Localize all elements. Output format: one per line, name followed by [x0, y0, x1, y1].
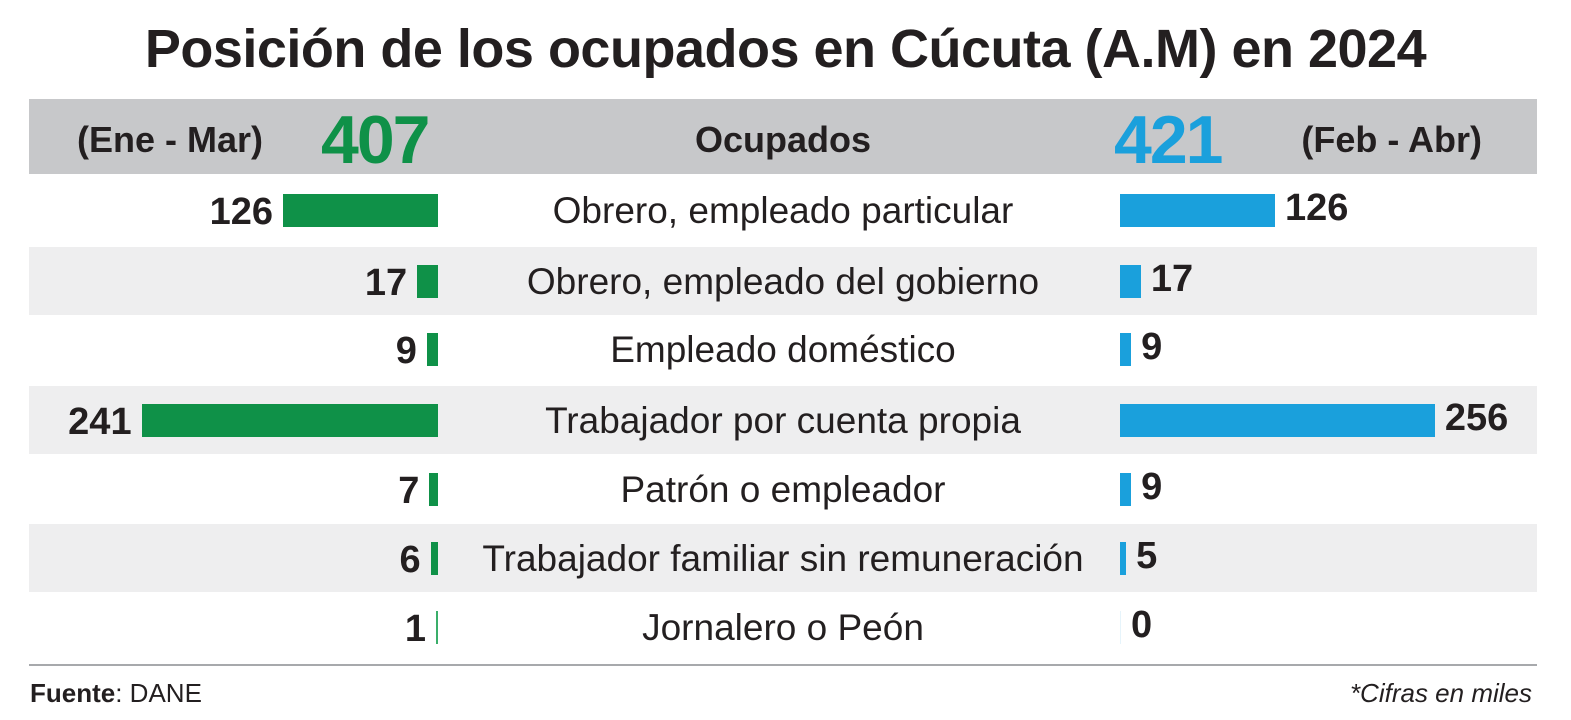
- source-value: : DANE: [115, 678, 202, 708]
- bar-left: [430, 541, 438, 575]
- units-note: *Cifras en miles: [1349, 678, 1532, 708]
- chart-row: Jornalero o Peón 1 0: [29, 593, 1537, 661]
- bar-right: [1120, 332, 1132, 366]
- bar-right: [1120, 610, 1121, 644]
- value-label-left: 126: [209, 190, 274, 233]
- value-label-right: 17: [1150, 257, 1194, 300]
- source-note: Fuente: DANE: [30, 678, 202, 709]
- header-band: (Ene - Mar) 407 Ocupados 421 (Feb - Abr): [29, 99, 1537, 178]
- category-label: Patrón o empleador: [620, 469, 946, 510]
- chart-row: Patrón o empleador 7 9: [29, 455, 1537, 523]
- left-period-label: (Ene - Mar): [77, 119, 264, 160]
- category-label: Jornalero o Peón: [642, 607, 924, 648]
- value-label-right: 9: [1141, 465, 1163, 508]
- chart-row: Empleado doméstico 9 9: [29, 315, 1537, 383]
- footer-divider: [29, 664, 1537, 666]
- category-label: Obrero, empleado particular: [552, 190, 1014, 231]
- bar-right: [1120, 541, 1127, 575]
- value-label-left: 1: [404, 607, 426, 650]
- category-label: Trabajador por cuenta propia: [545, 400, 1021, 441]
- right-period-label: (Feb - Abr): [1301, 119, 1482, 160]
- bar-left: [429, 472, 438, 506]
- value-label-left: 6: [399, 538, 421, 581]
- value-label-right: 9: [1141, 325, 1163, 368]
- category-label: Empleado doméstico: [610, 329, 956, 370]
- chart-row: Obrero, empleado particular 126 126: [29, 176, 1537, 244]
- category-label: Trabajador familiar sin remuneración: [482, 538, 1084, 579]
- bar-right: [1120, 264, 1141, 298]
- value-label-right: 126: [1284, 186, 1349, 229]
- value-label-left: 241: [68, 400, 132, 443]
- value-label-left: 17: [364, 261, 408, 304]
- value-label-left: 9: [395, 329, 417, 372]
- bar-left: [417, 264, 438, 298]
- bar-right: [1120, 193, 1275, 227]
- bar-left: [426, 332, 438, 366]
- right-total-value: 421: [1114, 102, 1223, 178]
- value-label-right: 256: [1444, 396, 1509, 439]
- bar-right: [1120, 472, 1132, 506]
- source-label: Fuente: [30, 678, 116, 708]
- category-label: Obrero, empleado del gobierno: [526, 261, 1040, 302]
- chart-row: Trabajador familiar sin remuneración 6 5: [29, 524, 1537, 592]
- center-header-label: Ocupados: [694, 119, 872, 160]
- value-label-right: 5: [1136, 534, 1158, 577]
- chart-title: Posición de los ocupados en Cúcuta (A.M)…: [144, 19, 1427, 79]
- bar-right: [1120, 403, 1435, 437]
- value-label-left: 7: [398, 469, 420, 512]
- bar-left: [436, 610, 438, 644]
- left-total-value: 407: [321, 102, 430, 178]
- bar-left: [141, 403, 438, 437]
- value-label-right: 0: [1131, 603, 1153, 646]
- bar-left: [283, 193, 438, 227]
- chart-row: Obrero, empleado del gobierno 17 17: [29, 247, 1537, 315]
- chart-row: Trabajador por cuenta propia 241 256: [29, 386, 1537, 454]
